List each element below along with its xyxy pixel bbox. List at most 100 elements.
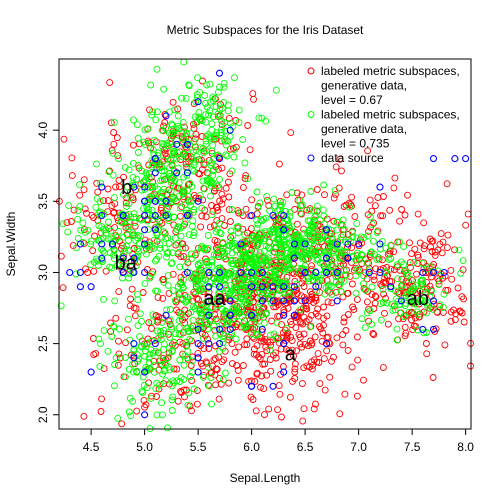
data-point [222, 308, 230, 316]
data-point [65, 202, 73, 210]
data-point [222, 321, 230, 329]
cluster-label: b [121, 177, 132, 199]
data-point [190, 100, 198, 108]
data-point [110, 208, 118, 216]
data-point [77, 226, 85, 234]
data-point [213, 317, 221, 325]
data-point [141, 126, 149, 134]
data-point [274, 301, 282, 309]
data-point [312, 283, 320, 291]
data-point [290, 283, 298, 291]
data-point [459, 257, 467, 265]
data-point [108, 333, 116, 340]
data-point [332, 163, 340, 171]
data-point [376, 268, 384, 277]
data-point [195, 108, 203, 116]
data-point [112, 183, 120, 191]
data-point [233, 307, 241, 315]
data-point [115, 260, 123, 268]
data-point [352, 272, 360, 280]
data-point [211, 95, 219, 102]
data-point [130, 116, 137, 124]
data-point [462, 221, 470, 229]
legend-marker [307, 111, 315, 118]
data-point [164, 272, 172, 280]
data-point [394, 275, 402, 283]
data-point [248, 311, 256, 319]
data-point [284, 288, 292, 296]
data-point [238, 282, 246, 290]
data-point [366, 307, 374, 315]
data-point [175, 179, 183, 187]
data-point [90, 267, 98, 275]
data-point [134, 296, 142, 304]
data-point [290, 311, 298, 319]
data-point [146, 193, 154, 201]
data-point [215, 325, 224, 333]
data-point [145, 359, 153, 366]
data-point [188, 274, 196, 282]
data-point [209, 362, 216, 370]
data-point [338, 167, 345, 175]
data-point [142, 364, 150, 371]
data-point [325, 258, 333, 266]
data-point [211, 355, 219, 363]
data-point [184, 401, 192, 409]
data-point [360, 280, 367, 288]
data-point [223, 152, 231, 160]
data-point [244, 122, 252, 129]
data-point [257, 300, 265, 308]
data-point [283, 324, 291, 332]
data-point [259, 360, 267, 368]
data-point [156, 241, 164, 248]
data-point [419, 268, 427, 277]
data-point [166, 316, 174, 324]
data-point [266, 244, 273, 252]
data-point [267, 367, 275, 375]
data-point [300, 265, 308, 273]
data-point [168, 396, 176, 404]
data-point [269, 272, 277, 280]
data-point [173, 365, 181, 373]
data-point [339, 331, 347, 339]
data-point [67, 218, 75, 225]
data-point [276, 242, 284, 250]
data-point [237, 268, 245, 277]
data-point [307, 252, 315, 260]
data-point [141, 368, 149, 376]
data-point [104, 197, 112, 205]
data-point [215, 395, 223, 403]
data-point [384, 320, 392, 328]
data-point [429, 237, 437, 245]
data-point [161, 149, 169, 157]
data-point [380, 193, 387, 200]
data-point [276, 390, 284, 398]
data-point [285, 347, 293, 355]
data-point [447, 308, 455, 316]
data-point [333, 226, 341, 234]
data-point [109, 242, 117, 250]
data-point [339, 216, 347, 224]
data-point [189, 217, 197, 225]
data-point [287, 333, 295, 341]
data-point [193, 387, 201, 395]
data-point [194, 197, 202, 205]
data-point [202, 318, 209, 326]
data-point [226, 218, 234, 225]
data-point [340, 314, 348, 322]
data-point [256, 199, 264, 207]
data-point [390, 248, 398, 256]
data-point [133, 367, 141, 375]
data-point [258, 256, 266, 264]
data-point [223, 320, 231, 327]
data-point [332, 241, 340, 249]
data-point [334, 218, 342, 226]
data-point [162, 197, 170, 205]
legend-entry-2: level = 0.735 [321, 137, 390, 151]
data-point [411, 245, 419, 253]
data-point [127, 295, 135, 303]
data-point [336, 410, 344, 418]
data-point [325, 281, 333, 289]
data-point [379, 299, 387, 306]
